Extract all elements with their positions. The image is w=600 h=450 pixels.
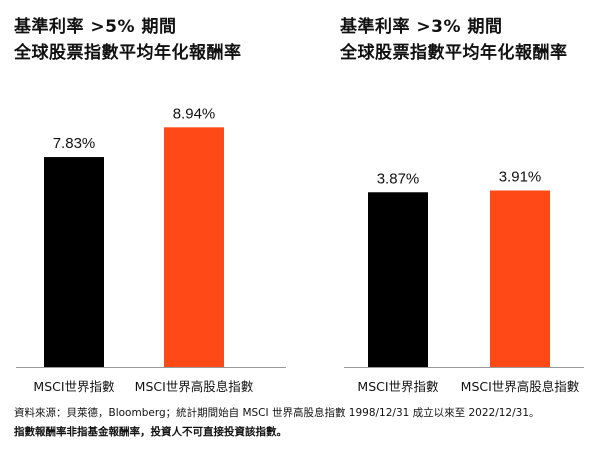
chart-title-line-2: 全球股票指數平均年化報酬率 bbox=[14, 43, 242, 63]
bar-1 bbox=[44, 157, 104, 367]
disclaimer-note: 指數報酬率非指基金報酬率，投資人不可直接投資該指數。 bbox=[14, 426, 287, 438]
footnote: 資料來源：貝萊德，Bloomberg；統計期間始自 MSCI 世界高股息指數 1… bbox=[14, 404, 594, 442]
bar-2 bbox=[164, 127, 224, 367]
bar-chart-left: 7.83% MSCI世界指數 8.94% MSCI世界高股息指數 bbox=[16, 105, 286, 394]
bar-1 bbox=[368, 192, 428, 367]
chart-title-line-2: 全球股票指數平均年化報酬率 bbox=[340, 43, 568, 63]
value-label-2: 3.91% bbox=[499, 168, 542, 185]
category-label-1: MSCI世界指數 bbox=[33, 379, 115, 394]
category-label-2: MSCI世界高股息指數 bbox=[461, 379, 580, 394]
chart-title-right: 基準利率 >3% 期間 全球股票指數平均年化報酬率 bbox=[340, 14, 568, 66]
category-label-2: MSCI世界高股息指數 bbox=[135, 379, 254, 394]
value-label-1: 3.87% bbox=[377, 170, 420, 187]
chart-title-left: 基準利率 >5% 期間 全球股票指數平均年化報酬率 bbox=[14, 14, 242, 66]
chart-panel-right: 基準利率 >3% 期間 全球股票指數平均年化報酬率 3.87% MSCI世界指數 3… bbox=[300, 0, 600, 400]
bar-chart-right: 3.87% MSCI世界指數 3.91% MSCI世界高股息指數 bbox=[344, 168, 584, 394]
value-label-1: 7.83% bbox=[53, 135, 96, 152]
chart-title-line-1: 基準利率 >5% 期間 bbox=[14, 17, 177, 37]
bar-2 bbox=[490, 190, 550, 367]
chart-panel-left: 基準利率 >5% 期間 全球股票指數平均年化報酬率 7.83% MSCI世界指數 8… bbox=[0, 0, 300, 400]
chart-title-line-1: 基準利率 >3% 期間 bbox=[340, 17, 503, 37]
category-label-1: MSCI世界指數 bbox=[357, 379, 439, 394]
value-label-2: 8.94% bbox=[173, 105, 216, 122]
source-note: 資料來源：貝萊德，Bloomberg；統計期間始自 MSCI 世界高股息指數 1… bbox=[14, 407, 540, 419]
